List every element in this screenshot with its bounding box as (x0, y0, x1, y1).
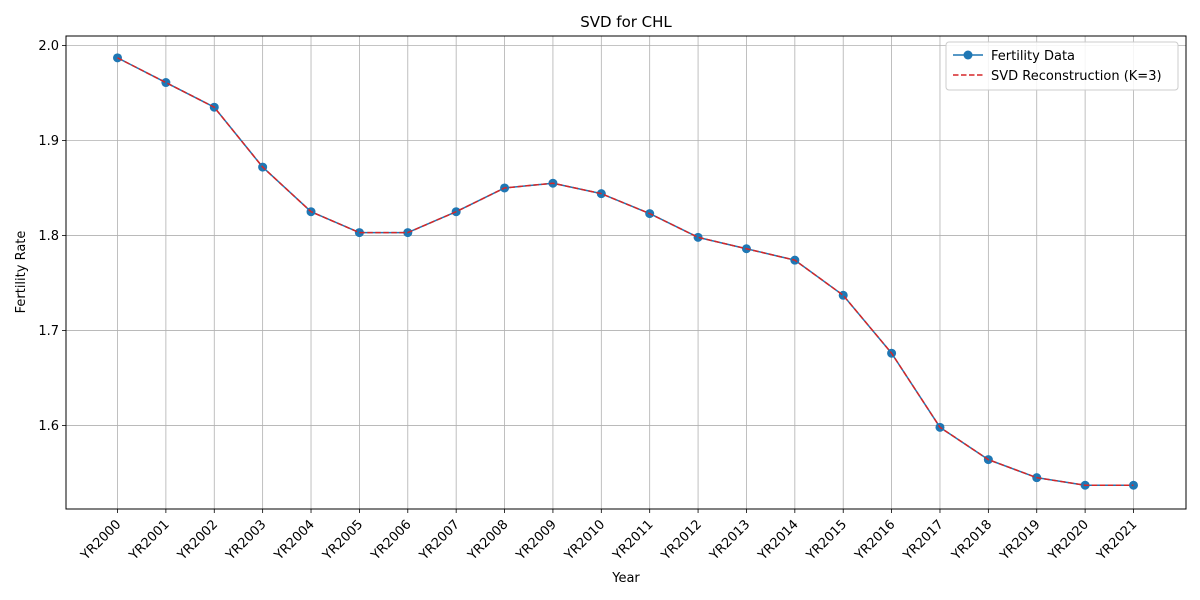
x-axis-label: Year (611, 571, 640, 586)
plot-area-frame (65, 35, 1187, 510)
series-svd-reconstruction-k-3 (117, 57, 1134, 487)
y-axis-label: Fertility Rate (14, 231, 29, 314)
legend-label-fertility-data: Fertility Data (991, 49, 1075, 64)
legend-box (945, 41, 1179, 91)
y-tick-label: 1.7 (38, 324, 59, 339)
legend: Fertility Data SVD Reconstruction (K=3) (945, 41, 1179, 91)
grid (66, 36, 1186, 509)
data-point (693, 232, 703, 242)
y-tick-label: 1.8 (38, 229, 59, 244)
data-point (161, 78, 171, 88)
series-line (117, 57, 1134, 487)
y-tick-label: 2.0 (38, 39, 59, 54)
y-tick-label: 1.6 (38, 419, 59, 434)
legend-marker-fertility-data (963, 50, 973, 60)
data-point (113, 53, 122, 63)
series-layer (113, 53, 1138, 490)
chart-title: SVD for CHL (580, 13, 672, 31)
legend-label-svd-reconstruction: SVD Reconstruction (K=3) (991, 69, 1162, 84)
y-axis-ticks: 1.6 1.7 1.8 1.9 2.0 (38, 39, 66, 434)
y-tick-label: 1.9 (38, 134, 59, 149)
